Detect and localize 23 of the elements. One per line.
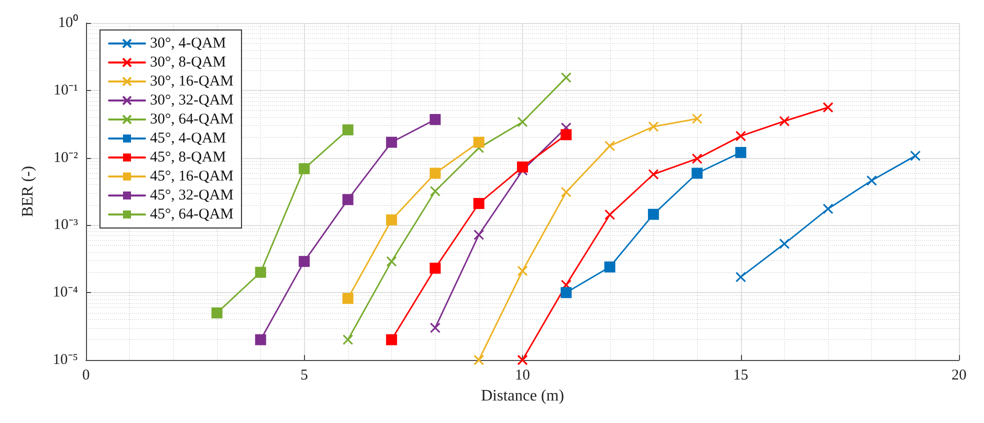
legend-label: 45°, 8-QAM [150, 150, 226, 166]
legend-label: 45°, 4-QAM [150, 130, 226, 146]
legend-label: 45°, 16-QAM [150, 168, 234, 184]
y-tick-label: 10⁰ [58, 14, 78, 31]
x-axis-title: Distance (m) [480, 388, 564, 404]
y-tick-label: 10⁻⁵ [52, 352, 78, 368]
legend-label: 45°, 32-QAM [150, 188, 234, 204]
legend-label: 30°, 8-QAM [150, 54, 226, 70]
x-tick-label: 10 [515, 368, 530, 384]
x-tick-label: 5 [300, 368, 308, 384]
y-tick-label: 10⁻³ [54, 217, 78, 234]
legend-label: 45°, 64-QAM [150, 206, 234, 222]
y-axis-title: BER (-) [20, 166, 36, 218]
y-tick-label: 10⁻¹ [54, 82, 78, 98]
legend-label: 30°, 16-QAM [150, 74, 234, 90]
x-tick-label: 15 [733, 368, 748, 384]
y-tick-label: 10⁻² [54, 150, 78, 166]
legend-label: 30°, 64-QAM [150, 112, 234, 128]
x-tick-label: 0 [82, 368, 90, 384]
legend-label: 30°, 32-QAM [150, 92, 234, 108]
y-tick-label: 10⁻⁴ [52, 284, 78, 301]
x-tick-label: 20 [952, 368, 966, 384]
legend-label: 30°, 4-QAM [150, 36, 226, 52]
